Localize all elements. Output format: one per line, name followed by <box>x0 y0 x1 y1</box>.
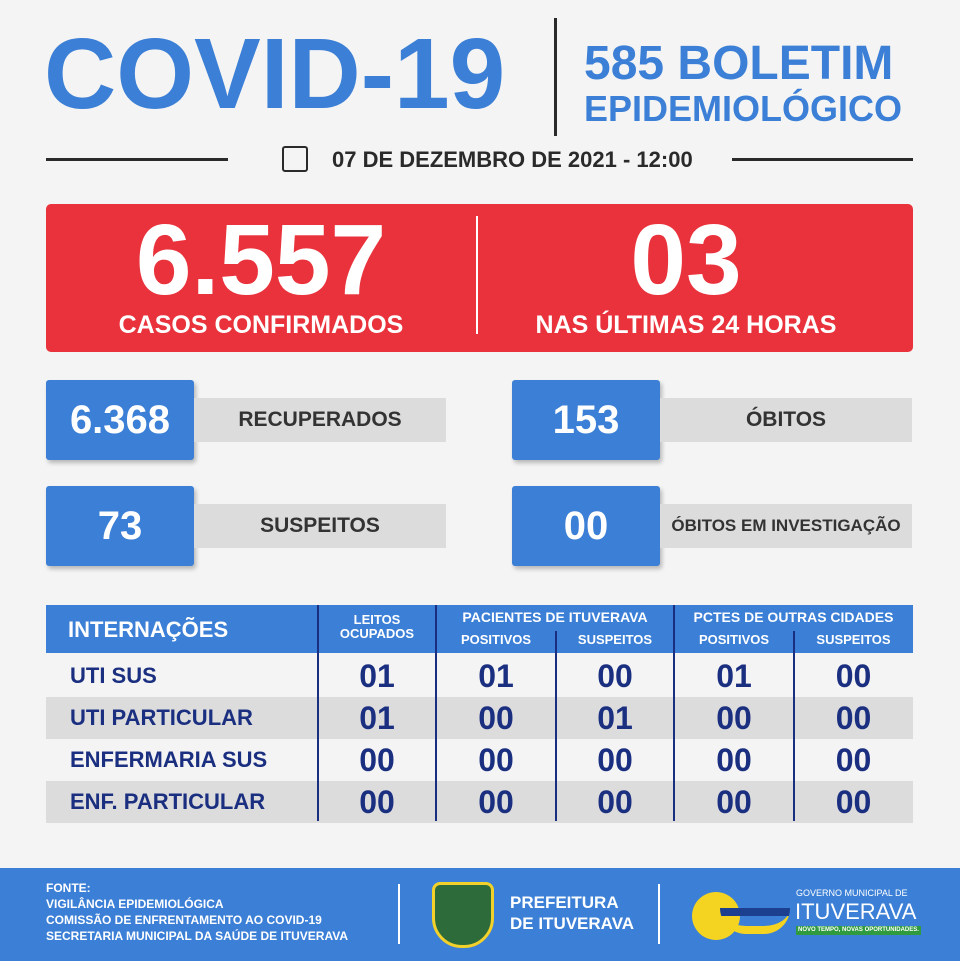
bulletin-number: 585 BOLETIM <box>584 37 894 90</box>
footer: FONTE: VIGILÂNCIA EPIDEMIOLÓGICA COMISSÃ… <box>0 868 960 961</box>
col-positivos: POSITIVOS <box>698 632 770 647</box>
prefeitura-line: DE ITUVERAVA <box>510 914 635 933</box>
bulletin-date: 07 DE DEZEMBRO DE 2021 - 12:00 <box>332 147 693 172</box>
divider-left <box>46 158 228 161</box>
bulletin-subtitle: EPIDEMIOLÓGICO <box>584 88 903 129</box>
header-divider <box>554 18 557 136</box>
table-cell: 00 <box>359 742 395 778</box>
stat-value: 73 <box>46 486 194 566</box>
table-cell: 00 <box>478 742 514 778</box>
table-cell: 00 <box>835 658 872 694</box>
gov-name: ITUVERAVA <box>795 899 917 924</box>
source-line: SECRETARIA MUNICIPAL DA SAÚDE DE ITUVERA… <box>46 929 349 943</box>
table-cell: 00 <box>716 784 752 820</box>
col-suspeitos: SUSPEITOS <box>577 632 653 647</box>
table-cell: 00 <box>835 742 872 778</box>
col-positivos: POSITIVOS <box>460 632 532 647</box>
col-divider <box>793 631 795 821</box>
confirmed-count: 6.557 <box>135 204 387 316</box>
table-row: ENF. PARTICULAR 00 00 00 00 00 <box>46 781 913 823</box>
col-divider <box>673 605 675 821</box>
table-cell: 00 <box>478 784 514 820</box>
col-divider <box>435 605 437 821</box>
stat-value: 153 <box>512 380 660 460</box>
col-suspeitos: SUSPEITOS <box>816 632 891 647</box>
calendar-clock-icon <box>282 146 308 172</box>
confirmed-cases-panel: 6.557 CASOS CONFIRMADOS 03 NAS ÚLTIMAS 2… <box>46 204 913 352</box>
table-title: INTERNAÇÕES <box>68 617 229 642</box>
stat-suspected: 73 SUSPEITOS <box>46 486 446 566</box>
gov-slogan: NOVO TEMPO, NOVAS OPORTUNIDADES. <box>796 926 921 935</box>
stat-label: SUSPEITOS <box>194 504 446 548</box>
gov-line: GOVERNO MUNICIPAL DE <box>796 888 908 898</box>
confirmed-label: CASOS CONFIRMADOS <box>118 311 404 339</box>
stat-value: 00 <box>512 486 660 566</box>
footer-divider <box>398 884 400 944</box>
table-cell: 00 <box>597 658 633 694</box>
source-label: FONTE: <box>46 881 91 895</box>
table-cell: 01 <box>597 700 633 736</box>
stat-deaths: 153 ÓBITOS <box>512 380 912 460</box>
table-row: UTI PARTICULAR 01 00 01 00 00 <box>46 697 913 739</box>
row-label: ENF. PARTICULAR <box>70 789 266 814</box>
stat-label: ÓBITOS <box>660 398 912 442</box>
city-coat-of-arms-logo <box>432 882 494 948</box>
col-group-ituverava: PACIENTES DE ITUVERAVA <box>462 609 648 625</box>
stat-label: ÓBITOS EM INVESTIGAÇÃO <box>660 504 912 548</box>
prefeitura-line: PREFEITURA <box>510 893 619 912</box>
table-cell: 00 <box>478 700 514 736</box>
source-line: COMISSÃO DE ENFRENTAMENTO AO COVID-19 <box>46 913 322 927</box>
table-cell: 00 <box>835 784 872 820</box>
table-cell: 01 <box>716 658 752 694</box>
last24-label: NAS ÚLTIMAS 24 HORAS <box>535 311 837 339</box>
stat-value: 6.368 <box>46 380 194 460</box>
row-label: ENFERMARIA SUS <box>70 747 268 772</box>
table-cell: 01 <box>359 658 395 694</box>
table-cell: 00 <box>597 742 633 778</box>
table-cell: 01 <box>478 658 514 694</box>
table-cell: 00 <box>716 742 752 778</box>
wave-logo <box>720 908 790 934</box>
col-group-outras: PCTES DE OUTRAS CIDADES <box>693 609 894 625</box>
row-label: UTI PARTICULAR <box>70 705 253 730</box>
col-divider <box>317 605 319 821</box>
source-line: VIGILÂNCIA EPIDEMIOLÓGICA <box>46 897 224 911</box>
prefeitura-name: PREFEITURA DE ITUVERAVA <box>510 892 634 934</box>
page-title: COVID-19 <box>44 18 506 130</box>
footer-divider <box>658 884 660 944</box>
row-label: UTI SUS <box>70 663 157 688</box>
panel-divider <box>476 216 478 334</box>
stat-deaths-investigation: 00 ÓBITOS EM INVESTIGAÇÃO <box>512 486 912 566</box>
divider-right <box>732 158 913 161</box>
table-header: INTERNAÇÕES LEITOS OCUPADOS PACIENTES DE… <box>46 605 913 653</box>
col-divider <box>555 631 557 821</box>
col-leitos: LEITOS OCUPADOS <box>339 612 415 642</box>
last24-count: 03 <box>630 204 742 316</box>
stat-label: RECUPERADOS <box>194 398 446 442</box>
table-cell: 00 <box>716 700 752 736</box>
table-cell: 00 <box>597 784 633 820</box>
table-row: UTI SUS 01 01 00 01 00 <box>46 655 913 697</box>
table-cell: 01 <box>359 700 395 736</box>
stat-recovered: 6.368 RECUPERADOS <box>46 380 446 460</box>
table-row: ENFERMARIA SUS 00 00 00 00 00 <box>46 739 913 781</box>
table-cell: 00 <box>835 700 872 736</box>
table-cell: 00 <box>359 784 395 820</box>
